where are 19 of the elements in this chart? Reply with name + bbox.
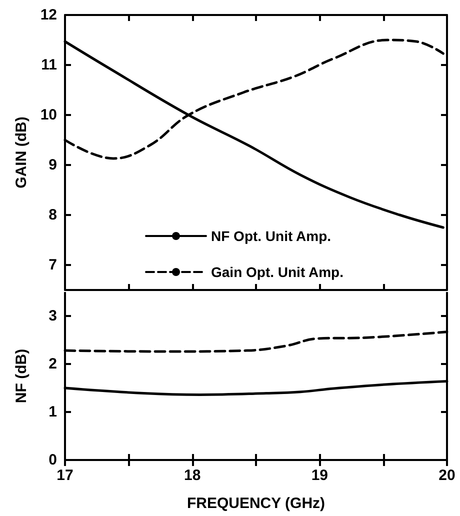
y-tick-label: 7 (48, 256, 57, 274)
y-tick-label: 3 (48, 308, 57, 324)
y-axis-title: NF (dB) (13, 348, 30, 404)
x-tick-label: 18 (184, 467, 201, 484)
y-tick-label: 11 (41, 56, 57, 74)
x-tick-label: 17 (56, 467, 74, 484)
y-axis-title: GAIN (dB) (13, 116, 30, 188)
y-tick-label: 2 (48, 356, 57, 372)
x-axis-title: FREQUENCY (GHz) (186, 495, 326, 512)
y-tick-label: 0 (48, 452, 57, 468)
y-tick-label: 10 (40, 106, 57, 124)
y-tick-label: 1 (48, 404, 57, 420)
y-tick-label: 9 (48, 156, 57, 174)
y-tick-label: 8 (48, 206, 57, 224)
x-tick-label: 20 (438, 467, 456, 484)
legend-label: Gain Opt. Unit Amp. (211, 264, 344, 280)
x-tick-label: 19 (311, 467, 328, 484)
y-tick-label: 12 (40, 6, 57, 24)
legend-label: NF Opt. Unit Amp. (211, 228, 332, 244)
